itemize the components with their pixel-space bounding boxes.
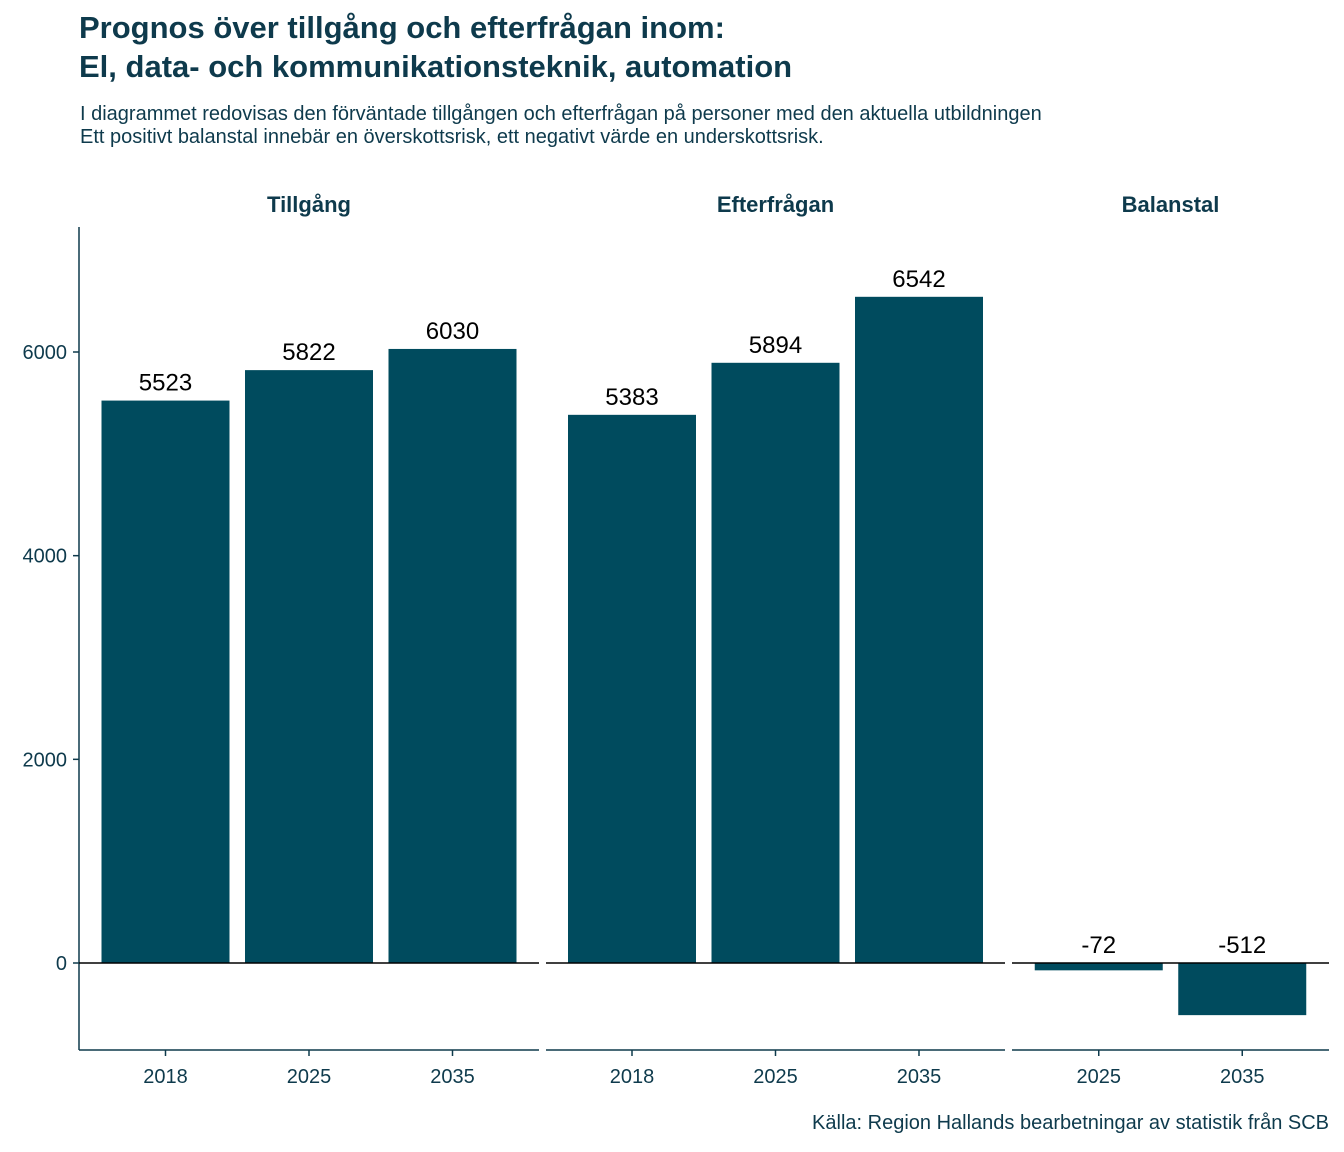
x-tick-label: 2025 [753,1066,798,1088]
x-tick-label: 2025 [1077,1066,1122,1088]
x-tick-label: 2018 [143,1066,188,1088]
y-tick-label: 2000 [23,749,68,771]
bar [711,362,840,964]
data-label: 5822 [282,339,335,366]
chart-subtitle-line-1: I diagrammet redovisas den förväntade ti… [80,103,1042,125]
data-label: -512 [1218,932,1266,959]
facet-label: Tillgång [267,192,351,217]
facet-label: Balanstal [1122,192,1220,217]
bar [568,414,696,963]
y-tick-label: 0 [56,953,67,975]
facet-label: Efterfrågan [717,192,834,217]
y-tick-label: 4000 [23,546,68,568]
chart-title-line-1: Prognos över tillgång och efterfrågan in… [79,10,725,45]
data-label: 6030 [426,318,479,345]
source-caption: Källa: Region Hallands bearbetningar av … [812,1112,1329,1134]
x-tick-label: 2035 [430,1066,475,1088]
chart-subtitle: I diagrammet redovisas den förväntade ti… [80,103,1042,149]
data-label: 5894 [749,332,802,359]
x-tick-label: 2035 [1220,1066,1265,1088]
chart-subtitle-line-2: Ett positivt balanstal innebär en översk… [80,126,824,148]
y-tick-label: 6000 [23,342,68,364]
data-label: 6542 [892,266,945,293]
x-tick-label: 2025 [287,1066,332,1088]
bar [245,370,373,963]
x-tick-label: 2035 [897,1066,942,1088]
x-tick-label: 2018 [610,1066,655,1088]
bar [855,296,983,963]
chart-title: Prognos över tillgång och efterfrågan in… [79,8,792,86]
bar [388,348,517,963]
bar [101,400,230,964]
data-label: 5383 [605,384,658,411]
chart-title-line-2: El, data- och kommunikationsteknik, auto… [79,49,793,84]
data-label: -72 [1081,932,1116,959]
data-label: 5523 [139,370,192,397]
bar [1034,963,1163,971]
bar [1178,963,1307,1016]
